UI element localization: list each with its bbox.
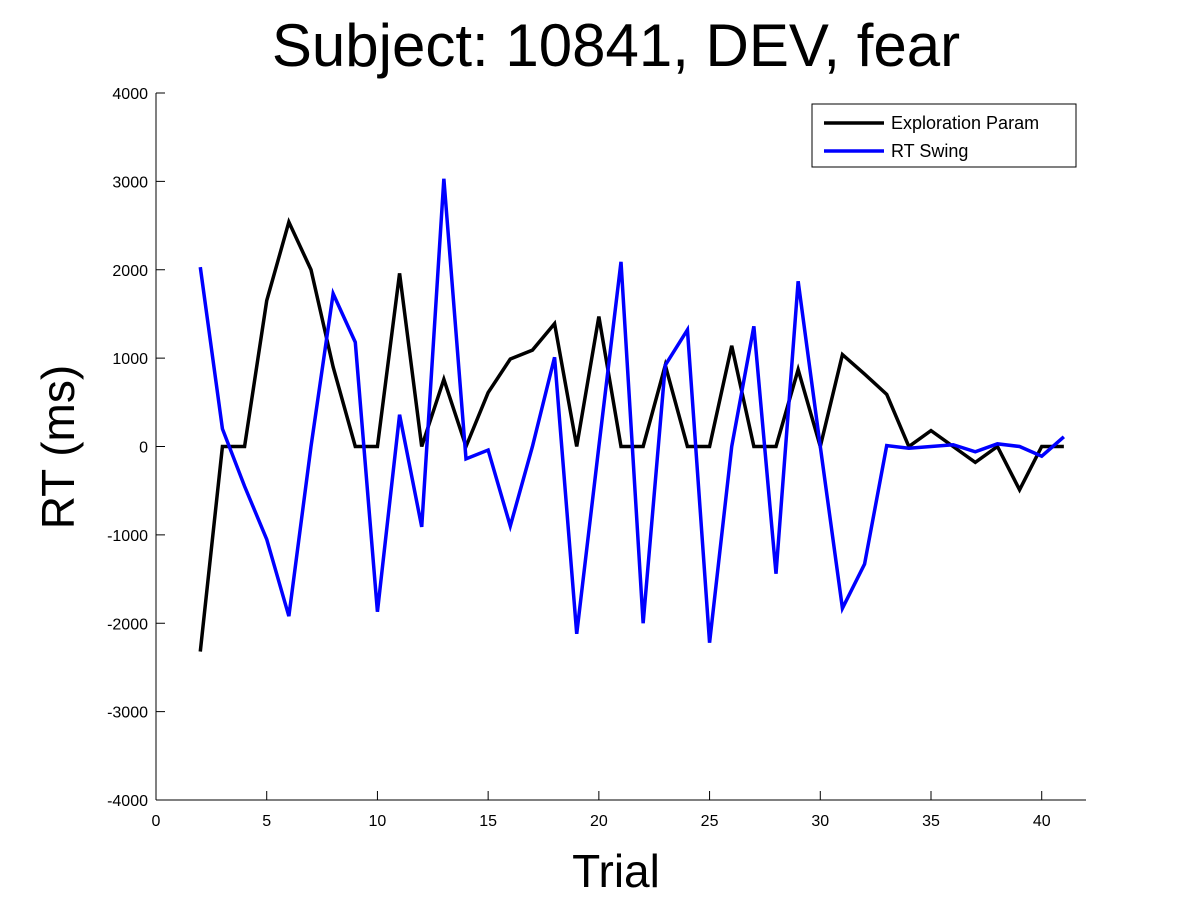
x-tick-label: 15 xyxy=(479,813,497,830)
x-tick-label: 10 xyxy=(369,813,387,830)
y-axis-label: RT (ms) xyxy=(32,365,84,529)
y-tick-label: -2000 xyxy=(107,616,148,633)
x-tick-label: 25 xyxy=(701,813,719,830)
y-tick-label: 4000 xyxy=(112,86,148,103)
series-line-2 xyxy=(198,178,1066,643)
series-layer xyxy=(198,178,1066,652)
legend-label: RT Swing xyxy=(891,141,968,161)
x-tick-label: 0 xyxy=(152,813,161,830)
y-tick-label: 2000 xyxy=(112,263,148,280)
legend-label: Exploration Param xyxy=(891,113,1039,133)
x-tick-label: 30 xyxy=(811,813,829,830)
y-tick-label: 1000 xyxy=(112,351,148,368)
y-tick-label: 3000 xyxy=(112,174,148,191)
chart-title: Subject: 10841, DEV, fear xyxy=(272,12,960,79)
x-tick-label: 35 xyxy=(922,813,940,830)
legend: Exploration Param RT Swing xyxy=(811,103,1077,168)
legend-box xyxy=(811,103,1077,168)
x-tick-label: 5 xyxy=(262,813,271,830)
y-tick-label: 0 xyxy=(139,440,148,457)
x-tick-label: 20 xyxy=(590,813,608,830)
y-tick-label: -1000 xyxy=(107,528,148,545)
y-tick-label: -3000 xyxy=(107,705,148,722)
axes: 0 5 10 15 20 25 30 35 40 -4000 -3000 -2000 -1000 0 100… xyxy=(107,86,1086,830)
y-tick-label: -4000 xyxy=(107,793,148,810)
x-tick-label: 40 xyxy=(1033,813,1051,830)
x-axis-label: Trial xyxy=(572,845,660,897)
